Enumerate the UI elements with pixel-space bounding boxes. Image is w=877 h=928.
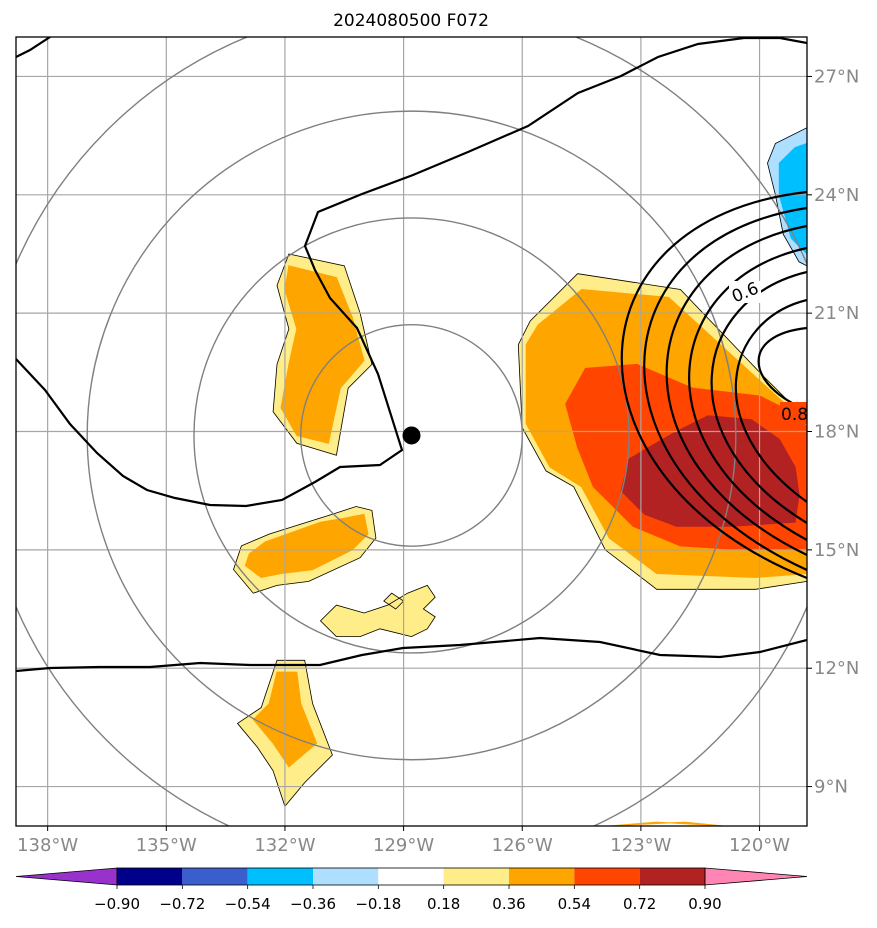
y-tick-label-5: 24°N xyxy=(814,185,859,206)
colorbar-tick-label-9: 0.90 xyxy=(688,895,721,913)
shaded-region-1 xyxy=(280,265,365,444)
contour-line-4 xyxy=(688,246,807,541)
x-tick-label-5: 123°W xyxy=(610,835,671,856)
shaded-region-13 xyxy=(778,142,807,255)
contour-line-outer-north xyxy=(16,37,807,508)
contour-lines xyxy=(16,37,807,673)
colorbar-tick-label-1: −0.72 xyxy=(159,895,205,913)
shaded-region-11 xyxy=(620,415,800,527)
x-tick-label-2: 132°W xyxy=(254,835,315,856)
colorbar-swatch-5 xyxy=(378,868,444,885)
colorbar-swatch-4 xyxy=(313,868,379,885)
colorbar-tick-label-3: −0.36 xyxy=(290,895,336,913)
y-tick-label-0: 9°N xyxy=(814,777,848,798)
contour-line-south xyxy=(16,636,807,673)
contour-line-7 xyxy=(757,326,807,412)
contour-line-5 xyxy=(710,270,807,524)
colorbar-tick-label-8: 0.72 xyxy=(623,895,656,913)
contour-line-corner xyxy=(16,37,51,58)
y-tick-label-4: 21°N xyxy=(814,303,859,324)
range-ring-1 xyxy=(193,217,630,654)
axis-ticks: 138°W 135°W 132°W 129°W 126°W 123°W 120°W 9°N 12… xyxy=(17,66,859,856)
shaded-outline-0 xyxy=(272,253,373,456)
colorbar: −0.90 −0.72 −0.54 −0.36 −0.18 0.18 0.36 0.54 0.7… xyxy=(15,867,808,913)
colorbar-swatch-8 xyxy=(574,868,640,885)
colorbar-tick-label-6: 0.36 xyxy=(492,895,525,913)
range-ring-2 xyxy=(86,110,737,761)
x-tick-label-4: 126°W xyxy=(492,835,553,856)
colorbar-frame xyxy=(116,867,706,886)
contour-line-1 xyxy=(620,190,807,580)
colorbar-swatch-7 xyxy=(509,868,575,885)
shaded-field xyxy=(232,127,807,826)
shaded-outline-2 xyxy=(319,584,436,638)
contour-label-bg-0.6 xyxy=(729,281,761,303)
shaded-region-2 xyxy=(319,584,436,638)
colorbar-tick-label-7: 0.54 xyxy=(558,895,591,913)
colorbar-tick-label-4: −0.18 xyxy=(355,895,401,913)
colorbar-tick-label-2: −0.54 xyxy=(225,895,271,913)
contour-label-0.8: 0.8 xyxy=(781,405,808,425)
x-tick-label-0: 138°W xyxy=(17,835,78,856)
contour-line-2 xyxy=(643,206,807,572)
y-tick-label-6: 27°N xyxy=(814,66,859,87)
contour-line-6 xyxy=(734,298,807,503)
plot-area: 0.6 0.8 xyxy=(16,37,808,826)
colorbar-swatch-9 xyxy=(639,868,705,885)
y-tick-label-2: 15°N xyxy=(814,540,859,561)
colorbar-swatch-3 xyxy=(247,868,313,885)
contour-line-3 xyxy=(665,224,807,556)
colorbar-tick-label-0: −0.90 xyxy=(94,895,140,913)
storm-center-marker xyxy=(402,426,421,445)
colorbar-swatch-1 xyxy=(117,868,183,885)
colorbar-extend-high xyxy=(704,867,808,886)
contour-label-bg-0.8 xyxy=(780,402,807,424)
x-tick-label-3: 129°W xyxy=(373,835,434,856)
shaded-region-14 xyxy=(609,821,724,826)
y-tick-label-3: 18°N xyxy=(814,422,859,443)
shaded-outline-4 xyxy=(233,506,377,594)
x-tick-label-6: 120°W xyxy=(729,835,790,856)
shaded-outline-8 xyxy=(517,273,807,590)
y-tick-label-1: 12°N xyxy=(814,658,859,679)
colorbar-swatch-2 xyxy=(182,868,248,885)
colorbar-extend-low xyxy=(15,867,118,886)
colorbar-swatch-6 xyxy=(443,868,509,885)
shaded-region-5 xyxy=(244,513,369,579)
shaded-outline-3 xyxy=(383,592,405,610)
range-ring-0 xyxy=(300,324,523,547)
chart-title: 2024080500 F072 xyxy=(333,11,489,31)
x-tick-label-1: 135°W xyxy=(136,835,197,856)
range-rings xyxy=(16,37,807,826)
colorbar-tick-label-5: 0.18 xyxy=(427,895,460,913)
